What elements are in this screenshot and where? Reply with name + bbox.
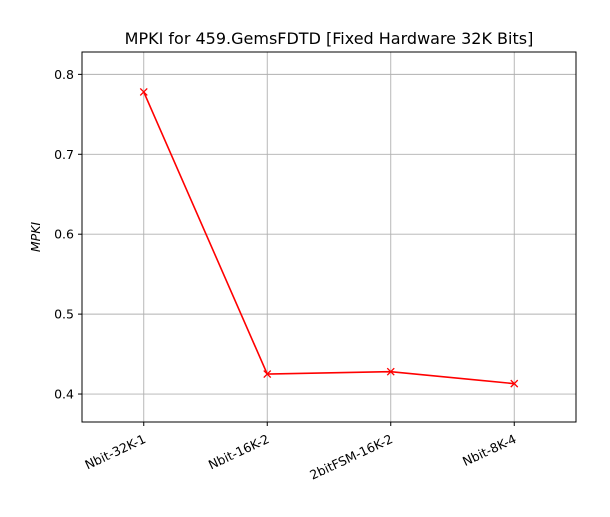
x-tick-label: Nbit-16K-2 — [206, 431, 272, 472]
y-tick-label: 0.7 — [54, 147, 74, 162]
data-point-marker — [263, 370, 272, 379]
x-tick-label: Nbit-32K-1 — [82, 431, 148, 472]
series-line — [143, 91, 515, 385]
x-tick-label: 2bitFSM-16K-2 — [307, 431, 395, 483]
series-layer — [139, 87, 519, 388]
data-point-marker — [139, 87, 148, 96]
y-tick-label: 0.5 — [54, 307, 74, 322]
grid — [82, 52, 576, 422]
y-tick-label: 0.4 — [54, 387, 74, 402]
x-axis: Nbit-32K-1 Nbit-16K-2 2bitFSM-16K-2 Nbit-8K… — [82, 422, 519, 483]
data-point-marker — [386, 367, 395, 376]
data-point-marker — [510, 379, 519, 388]
plot-frame — [81, 51, 577, 423]
y-tick-label: 0.8 — [54, 67, 74, 82]
x-tick-label: Nbit-8K-4 — [460, 431, 518, 469]
y-axis-label: MPKI — [28, 222, 43, 253]
chart-title: MPKI for 459.GemsFDTD [Fixed Hardware 32… — [125, 29, 534, 48]
y-axis: 0.4 0.5 0.6 0.7 0.8 — [54, 67, 82, 402]
y-tick-label: 0.6 — [54, 227, 74, 242]
